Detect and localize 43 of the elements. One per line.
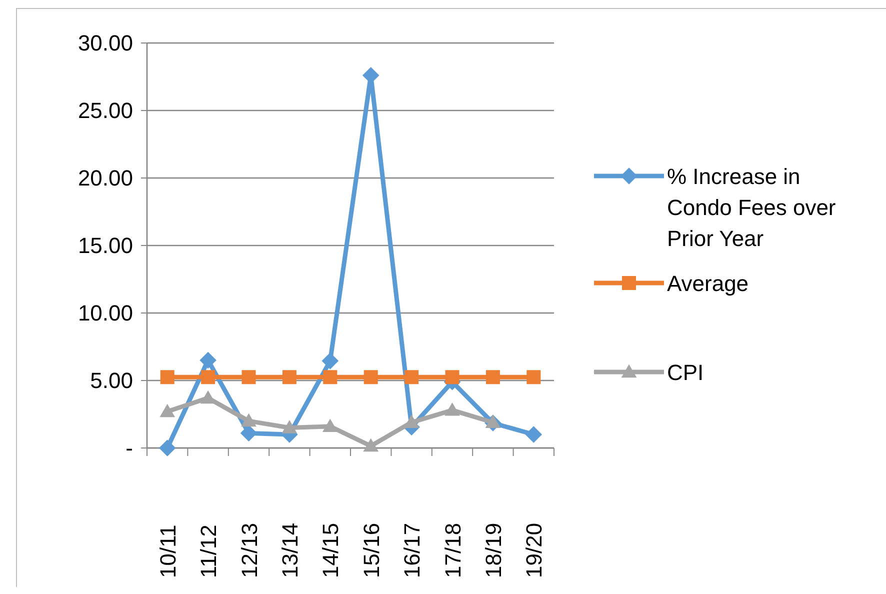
point xyxy=(322,418,338,432)
point xyxy=(200,390,216,404)
point xyxy=(486,370,500,384)
point xyxy=(445,370,460,384)
point xyxy=(158,440,176,456)
point xyxy=(525,426,542,443)
x-tick-label: 18/19 xyxy=(480,522,506,578)
point xyxy=(201,370,216,384)
x-tick-label: 19/20 xyxy=(522,522,547,578)
legend-label: % Increase in Condo Fees over Prior Year xyxy=(667,164,836,251)
y-tick-label: 20.00 xyxy=(78,166,133,191)
point xyxy=(323,370,338,384)
x-tick-label: 12/13 xyxy=(236,522,262,578)
y-tick-label: 25.00 xyxy=(78,98,133,124)
y-tick-label: 10.00 xyxy=(78,300,133,326)
x-tick-label: 13/14 xyxy=(277,522,302,578)
legend-label: CPI xyxy=(667,360,704,385)
point xyxy=(282,370,296,384)
x-tick-label: 15/16 xyxy=(358,522,384,578)
point xyxy=(160,370,174,384)
x-tick-label: 14/15 xyxy=(318,522,344,578)
legend-label: Average xyxy=(667,271,749,296)
x-tick-label: 11/12 xyxy=(196,524,222,578)
x-tick-label: 16/17 xyxy=(400,522,425,578)
y-tick-label: - xyxy=(126,436,133,461)
y-tick-label: 30.00 xyxy=(78,30,133,56)
point xyxy=(363,438,379,452)
x-tick-label: 10/11 xyxy=(155,524,180,578)
y-tick-label: 15.00 xyxy=(78,233,133,258)
point xyxy=(485,414,501,428)
point xyxy=(404,370,419,384)
point xyxy=(240,424,258,442)
point xyxy=(322,352,339,370)
point xyxy=(282,420,298,434)
point xyxy=(444,402,460,416)
point xyxy=(364,370,378,384)
point xyxy=(241,413,256,427)
point xyxy=(526,370,541,384)
y-tick-label: 5.00 xyxy=(90,368,133,394)
point xyxy=(160,404,176,418)
point xyxy=(200,352,216,369)
point xyxy=(242,370,256,384)
x-tick-label: 17/18 xyxy=(440,522,466,578)
